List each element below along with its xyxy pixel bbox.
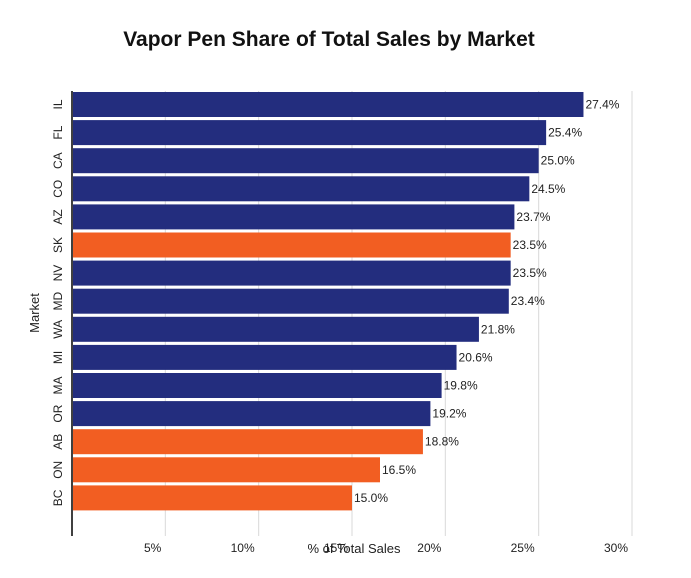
bar-or [73,401,431,427]
data-label-ma: 19.8% [444,379,478,393]
data-label-md: 23.4% [511,294,545,308]
y-tick-label-sk: SK [51,237,65,253]
bars [73,92,584,511]
bar-fl [73,120,547,146]
y-tick-label-mi: MI [51,351,65,364]
data-label-ab: 18.8% [425,435,459,449]
bar-md [73,288,509,314]
data-label-or: 19.2% [432,407,466,421]
x-tick-label: 20% [417,541,441,555]
bar-il [73,92,584,117]
y-tick-label-nv: NV [51,265,65,282]
data-label-mi: 20.6% [459,350,493,364]
y-tick-label-md: MD [51,292,65,311]
y-tick-label-ab: AB [51,434,65,450]
x-tick-label: 5% [144,541,162,555]
x-tick-labels: 5% 10% 15% 20% 25% 30% [144,541,628,555]
data-label-il: 27.4% [585,98,619,112]
x-tick-label: 25% [511,541,535,555]
x-tick-label: 10% [231,541,255,555]
bar-ma [73,373,442,398]
data-label-ca: 25.0% [541,154,575,168]
data-label-on: 16.5% [382,463,416,477]
bar-az [73,204,515,230]
data-label-bc: 15.0% [354,491,388,505]
bar-ab [73,429,423,455]
data-label-sk: 23.5% [513,238,547,252]
y-axis-label: Market [27,293,42,333]
data-label-nv: 23.5% [513,266,547,280]
y-tick-label-ca: CA [51,152,65,169]
data-labels: 27.4%25.4% 25.0% 24.5% 23.7% 23.5% 23.5% 23.4%… [354,98,620,505]
y-tick-label-ma: MA [51,377,65,395]
data-label-co: 24.5% [531,182,565,196]
y-tick-label-wa: WA [51,320,65,339]
data-label-az: 23.7% [516,210,550,224]
x-axis-label: % of Total Sales [308,541,401,556]
bar-sk [73,232,511,258]
chart-title: Vapor Pen Share of Total Sales by Market [123,28,535,51]
y-tick-labels: IL FL CA CO AZ SK NV MD WA MI MA OR AB ON BC [51,99,65,506]
y-tick-label-co: CO [51,180,65,198]
data-label-fl: 25.4% [548,126,582,140]
bar-ca [73,148,539,174]
y-tick-label-fl: FL [51,125,65,139]
data-label-wa: 21.8% [481,322,515,336]
y-tick-label-or: OR [51,404,65,422]
y-tick-label-on: ON [51,461,65,479]
bar-bc [73,485,352,511]
y-tick-label-az: AZ [51,209,65,224]
x-tick-label: 15% [324,541,348,555]
bar-wa [73,316,479,342]
bar-co [73,176,530,202]
y-tick-label-bc: BC [51,489,65,506]
bar-mi [73,344,457,370]
x-tick-label: 30% [604,541,628,555]
bar-nv [73,260,511,286]
bar-on [73,457,380,483]
y-tick-label-il: IL [51,99,65,109]
